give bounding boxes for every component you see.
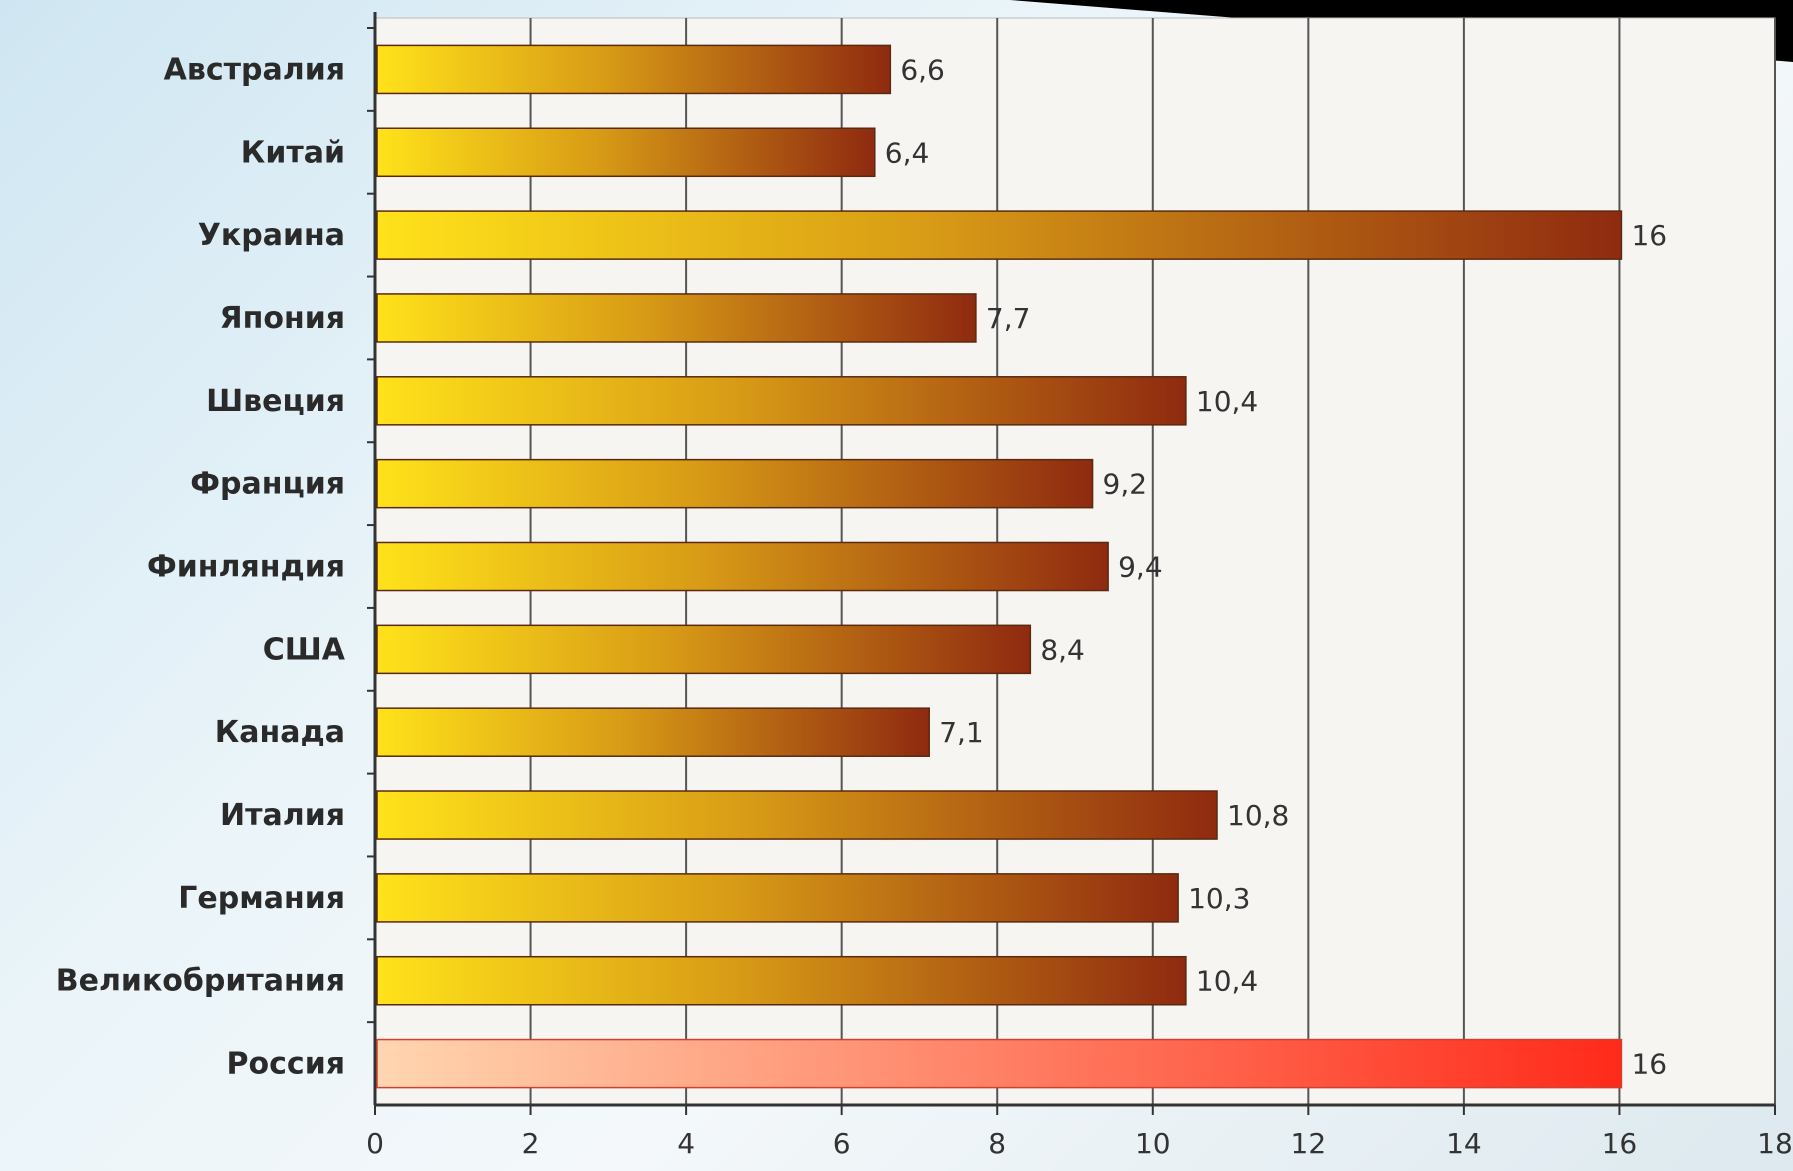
category-label: Австралия bbox=[164, 52, 345, 87]
category-label: Китай bbox=[241, 135, 345, 170]
category-label: Великобритания bbox=[56, 964, 345, 999]
bar bbox=[376, 127, 876, 178]
bar bbox=[376, 873, 1179, 923]
category-label: Швеция bbox=[206, 384, 345, 419]
x-tick-label: 14 bbox=[1446, 1127, 1482, 1160]
data-label: 10,3 bbox=[1188, 882, 1250, 915]
bar bbox=[376, 376, 1187, 426]
data-label: 7,7 bbox=[986, 302, 1031, 335]
bar bbox=[376, 293, 977, 343]
data-label: 7,1 bbox=[939, 716, 984, 749]
bar bbox=[376, 624, 1032, 675]
x-tick-label: 8 bbox=[988, 1127, 1006, 1160]
data-label: 6,6 bbox=[900, 53, 945, 86]
data-label: 16 bbox=[1631, 219, 1667, 252]
category-label: Япония bbox=[220, 301, 345, 336]
bar bbox=[376, 541, 1109, 592]
category-label: Канада bbox=[215, 715, 345, 750]
category-label: Италия bbox=[220, 798, 345, 833]
x-tick-label: 0 bbox=[366, 1127, 384, 1160]
data-label: 10,8 bbox=[1227, 799, 1289, 832]
data-label: 9,2 bbox=[1103, 468, 1148, 501]
bar bbox=[376, 458, 1094, 509]
data-label: 10,4 bbox=[1196, 385, 1258, 418]
x-tick-label: 18 bbox=[1757, 1127, 1793, 1160]
x-tick-label: 10 bbox=[1135, 1127, 1171, 1160]
bar bbox=[376, 955, 1187, 1006]
x-tick-label: 4 bbox=[677, 1127, 695, 1160]
category-label: Финляндия bbox=[147, 550, 345, 585]
x-tick-label: 2 bbox=[522, 1127, 540, 1160]
data-label: 8,4 bbox=[1040, 633, 1085, 666]
data-label: 6,4 bbox=[885, 136, 930, 169]
data-label: 16 bbox=[1631, 1048, 1667, 1081]
category-label: Россия bbox=[227, 1047, 345, 1082]
bar bbox=[376, 44, 892, 95]
category-label: Германия bbox=[178, 881, 345, 916]
x-tick-label: 16 bbox=[1602, 1127, 1638, 1160]
bar bbox=[376, 210, 1623, 260]
bar bbox=[376, 790, 1218, 840]
bar bbox=[376, 707, 930, 757]
bar-highlight bbox=[376, 1038, 1623, 1089]
data-label: 10,4 bbox=[1196, 965, 1258, 998]
category-label: Украина bbox=[198, 218, 345, 253]
category-label: США bbox=[263, 632, 346, 667]
x-tick-label: 12 bbox=[1291, 1127, 1327, 1160]
data-label: 9,4 bbox=[1118, 551, 1163, 584]
x-tick-label: 6 bbox=[833, 1127, 851, 1160]
category-label: Франция bbox=[190, 467, 345, 502]
